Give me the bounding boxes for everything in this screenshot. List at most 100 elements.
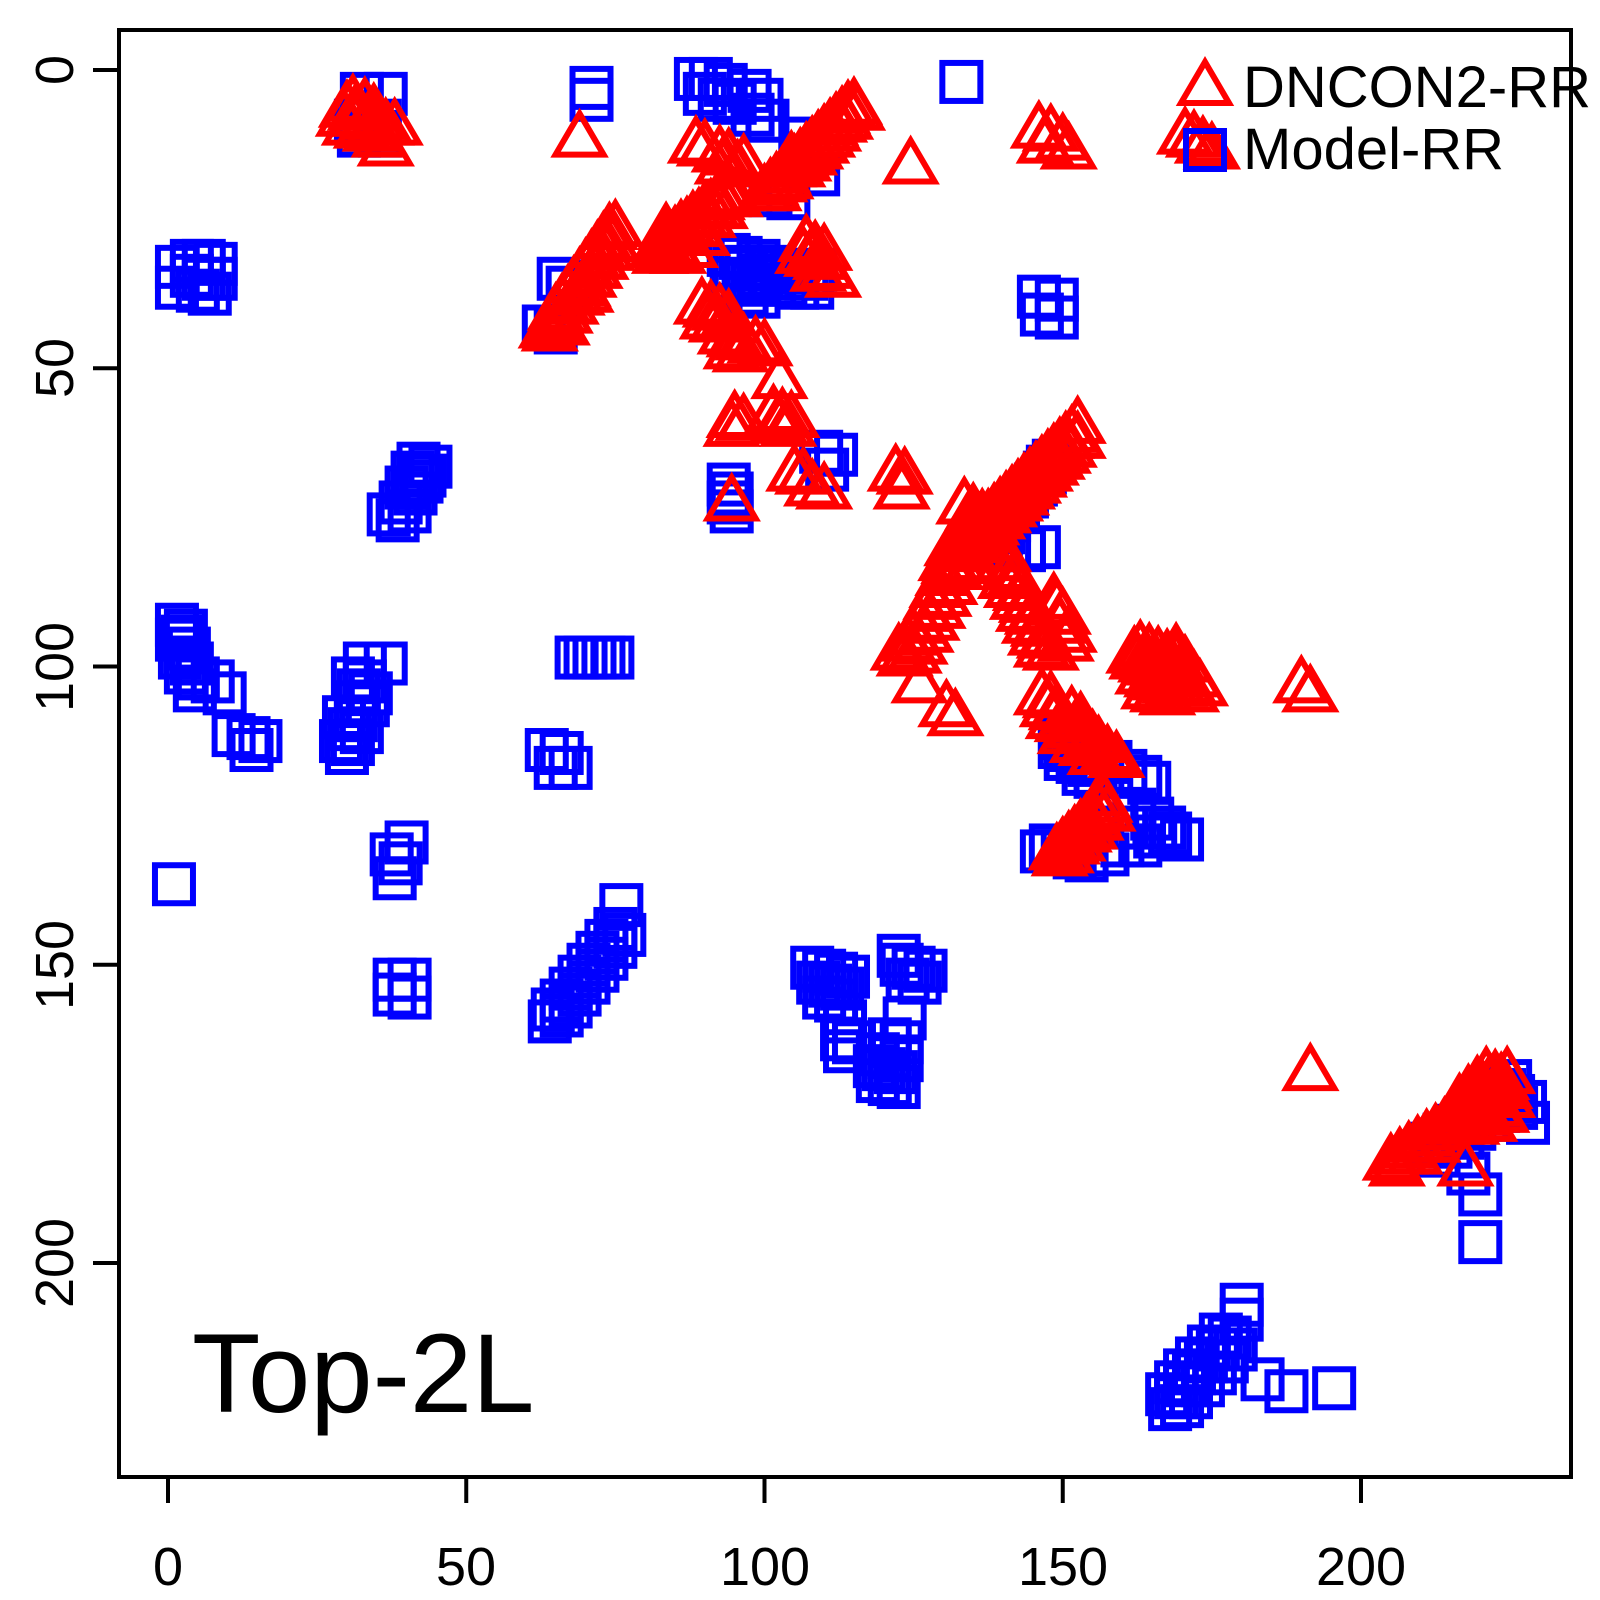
data-point-square: [151, 862, 196, 907]
axis-tick-marks: [93, 68, 1363, 1503]
data-point-square: [712, 80, 757, 125]
data-point-triangle: [1477, 1044, 1537, 1095]
data-point-square: [590, 635, 635, 680]
data-point-square: [1312, 1366, 1357, 1411]
data-point-triangle: [1030, 593, 1089, 644]
data-point-triangle: [705, 167, 764, 218]
x-axis: 0 50 100 150 200: [153, 1537, 1406, 1597]
y-tick-label: 0: [25, 55, 85, 85]
data-point-square: [229, 728, 274, 773]
data-point-triangle: [556, 262, 615, 313]
data-point-square: [324, 730, 369, 775]
data-point-square: [539, 730, 584, 775]
data-point-square: [539, 993, 584, 1038]
data-point-triangle: [550, 107, 609, 158]
data-point-triangle: [702, 396, 761, 447]
data-point-triangle: [702, 471, 761, 522]
data-point-triangle: [926, 686, 985, 737]
data-point-triangle: [1281, 662, 1340, 713]
data-point-triangle: [711, 322, 770, 373]
data-point-triangle: [1173, 113, 1233, 164]
data-point-square: [569, 77, 614, 122]
data-point-triangle: [875, 444, 934, 495]
data-point-square: [238, 719, 283, 764]
x-tick-label: 100: [720, 1537, 810, 1597]
data-point-square: [1034, 295, 1079, 340]
data-point-triangle: [690, 280, 749, 331]
data-point-triangle: [735, 316, 794, 367]
data-point-triangle: [958, 495, 1018, 546]
data-point-triangle: [917, 677, 976, 728]
data-point-square: [172, 668, 217, 713]
x-tick-label: 0: [153, 1537, 183, 1597]
data-point-triangle: [794, 459, 854, 510]
data-point-square: [366, 492, 411, 537]
legend-label-dncon2: DNCON2-RR: [1243, 55, 1591, 120]
data-point-triangle: [1024, 569, 1084, 620]
data-point-triangle: [794, 220, 854, 271]
data-point-square: [160, 614, 205, 659]
data-point-triangle: [323, 71, 383, 122]
data-point-triangle: [827, 80, 887, 131]
data-point-square: [202, 671, 247, 716]
data-point-triangle: [675, 116, 735, 167]
data-point-triangle: [1272, 653, 1331, 704]
data-point-square: [1168, 1375, 1213, 1420]
y-tick-label: 200: [25, 1218, 85, 1308]
data-point-triangle: [350, 107, 409, 158]
data-point-triangle: [1036, 611, 1095, 662]
data-point-triangle: [1048, 811, 1107, 862]
data-point-square: [814, 432, 859, 477]
y-tick-label: 100: [25, 622, 85, 712]
plot-border: [117, 28, 1573, 1479]
data-point-square: [1016, 525, 1061, 570]
series-model-rr: [151, 56, 1551, 1432]
data-point-square: [378, 841, 423, 886]
data-point-triangle: [532, 295, 591, 346]
data-point-triangle: [1060, 799, 1119, 850]
data-point-square: [1213, 1327, 1258, 1372]
data-point-square: [527, 999, 572, 1044]
x-tick-label: 150: [1018, 1537, 1108, 1597]
data-point-square: [876, 1065, 921, 1110]
data-point-triangle: [1281, 1041, 1340, 1092]
legend-square-icon: [1183, 128, 1227, 172]
data-point-square: [187, 271, 232, 316]
data-point-triangle: [672, 206, 732, 257]
data-point-square: [1180, 1363, 1225, 1408]
legend-label-model: Model-RR: [1243, 117, 1504, 182]
data-point-triangle: [803, 247, 863, 298]
data-point-triangle: [1039, 119, 1098, 170]
data-point-triangle: [1146, 620, 1206, 671]
data-point-triangle: [583, 212, 642, 262]
data-point-triangle: [881, 134, 940, 185]
data-point-square: [1240, 1357, 1285, 1402]
x-tick-label: 200: [1316, 1537, 1406, 1597]
data-point-square: [682, 71, 727, 116]
data-point-triangle: [872, 459, 931, 510]
data-point-square: [1160, 817, 1205, 862]
data-point-triangle: [890, 653, 949, 704]
data-point-triangle: [1436, 1136, 1495, 1187]
data-point-triangle: [1036, 823, 1095, 874]
y-tick-label: 150: [25, 920, 85, 1010]
data-point-square: [1148, 811, 1193, 856]
corner-label: Top-2L: [192, 1311, 534, 1436]
data-point-square: [402, 453, 447, 498]
data-point-square: [1458, 1172, 1503, 1217]
data-point-square: [330, 722, 375, 767]
data-point-square: [369, 832, 414, 877]
data-point-triangle: [759, 396, 818, 447]
series-dncon2-rr: [314, 71, 1537, 1187]
data-point-square: [548, 745, 593, 790]
data-point-triangle: [1072, 766, 1131, 817]
data-point-triangle: [875, 626, 934, 677]
data-point-square: [372, 856, 417, 901]
data-point-square: [1264, 1369, 1309, 1414]
data-point-triangle: [1161, 662, 1221, 713]
data-point-square: [1118, 823, 1163, 868]
data-point-triangle: [636, 200, 696, 251]
data-point-square: [569, 65, 614, 110]
